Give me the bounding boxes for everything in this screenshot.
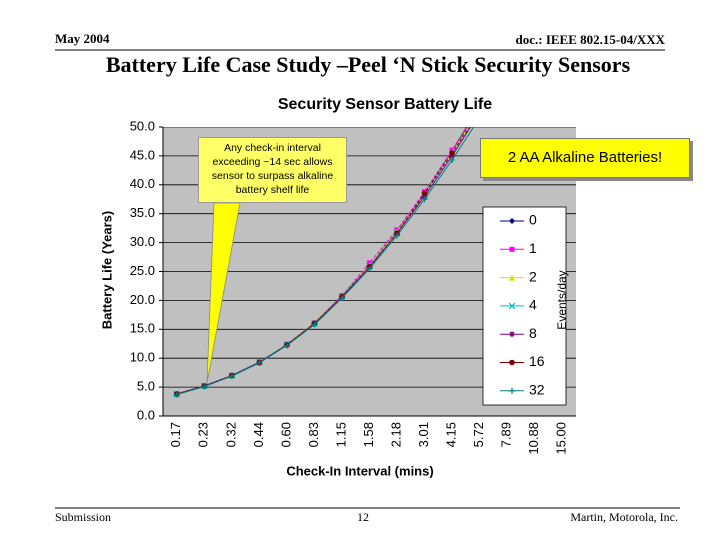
x-tick-label: 0.60 [278,422,293,447]
marker [449,156,456,163]
legend-marker [509,246,515,252]
y-tick-label: 35.0 [130,205,155,220]
x-tick-label: 0.17 [168,422,183,447]
callout-note: Any check-in interval exceeding ~14 sec … [198,137,347,203]
x-tick-label: 4.15 [444,422,459,447]
callout-batteries: 2 AA Alkaline Batteries! [480,138,690,178]
y-tick-label: 45.0 [130,147,155,162]
legend-marker [509,274,515,281]
marker [338,295,345,302]
header-date: May 2004 [55,31,110,46]
y-tick-label: 5.0 [137,379,155,394]
marker [311,321,318,328]
legend-marker [509,359,515,366]
x-tick-label: 0.83 [306,422,321,447]
y-tick-label: 25.0 [130,263,155,278]
y-tick-label: 0.0 [137,407,155,422]
x-tick-label: 7.89 [499,422,514,447]
footer-page: 12 [357,510,369,524]
legend-label: 32 [529,382,545,398]
x-tick-label: 2.18 [388,422,403,447]
x-tick-label: 3.01 [416,422,431,447]
x-tick-label: 15.00 [554,422,569,455]
legend-box [482,206,567,406]
x-tick-label: 10.88 [526,422,541,455]
marker [366,265,373,272]
y-tick-label: 30.0 [130,234,155,249]
legend-marker [509,331,515,338]
chart-title: Security Sensor Battery Life [278,96,492,113]
marker [394,232,401,239]
x-tick-label: 1.15 [333,422,348,447]
marker [201,383,208,390]
legend-label: 8 [529,325,537,341]
marker [283,342,290,349]
x-tick-label: 0.23 [196,422,211,447]
marker [449,150,455,156]
slide-title: Battery Life Case Study –Peel ‘N Stick S… [106,52,631,77]
header-doc: doc.: IEEE 802.15-04/XXX [515,32,665,47]
footer-right: Martin, Motorola, Inc. [570,510,678,524]
y-tick-label: 40.0 [130,176,155,191]
legend-marker [509,218,515,224]
legend-label: 1 [529,240,537,256]
footer-left: Submission [55,510,111,524]
y-axis-label: Battery Life (Years) [99,211,114,330]
x-tick-label: 5.72 [471,422,486,447]
marker [421,190,428,197]
legend-label: 4 [529,297,537,313]
y-tick-label: 20.0 [130,292,155,307]
marker [421,196,428,203]
y-tick-label: 15.0 [130,321,155,336]
series-line [176,127,470,395]
y-tick-label: 50.0 [130,118,155,133]
x-axis-label: Check-In Interval (mins) [286,463,433,478]
callout-pointer [206,202,241,384]
marker [228,373,235,380]
x-tick-label: 0.44 [251,422,266,447]
marker [173,391,180,398]
marker [477,115,483,121]
legend-label: 2 [529,268,537,284]
x-tick-label: 1.58 [361,422,376,447]
series-line [176,127,475,396]
legend-label: 16 [529,353,545,369]
y-tick-label: 10.0 [130,350,155,365]
legend-title: Events/day [555,270,569,329]
marker [256,359,263,366]
legend-marker [508,302,516,310]
x-tick-label: 0.32 [223,422,238,447]
marker [449,152,456,159]
legend-marker [509,387,515,394]
legend-label: 0 [529,212,537,228]
